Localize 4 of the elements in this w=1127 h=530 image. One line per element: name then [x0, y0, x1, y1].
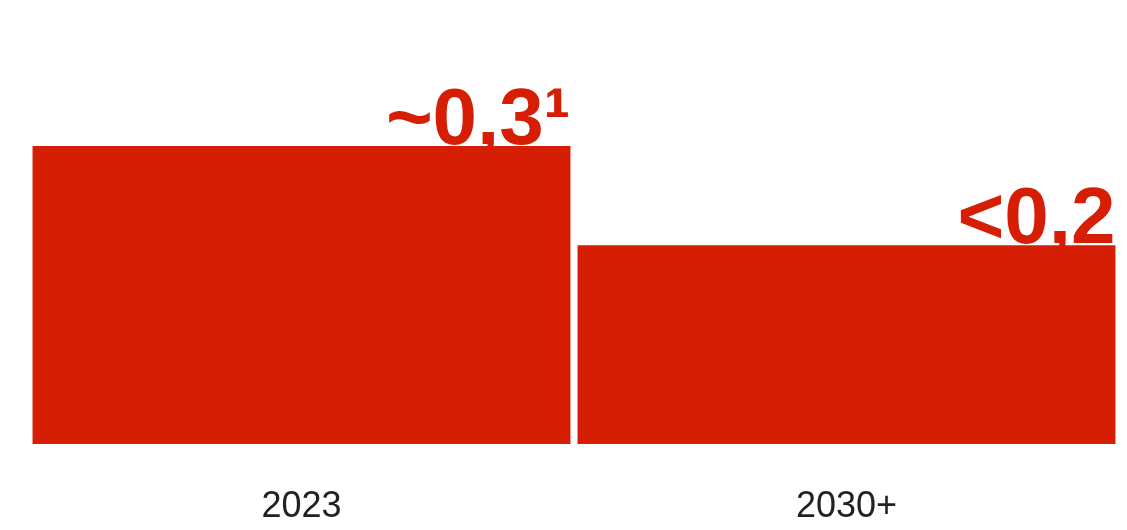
data-label: <0,2 — [957, 170, 1116, 260]
x-tick-label: 2023 — [261, 483, 342, 525]
data-label: ~0,3¹ — [385, 71, 571, 161]
x-tick-label: 2030+ — [795, 483, 898, 525]
